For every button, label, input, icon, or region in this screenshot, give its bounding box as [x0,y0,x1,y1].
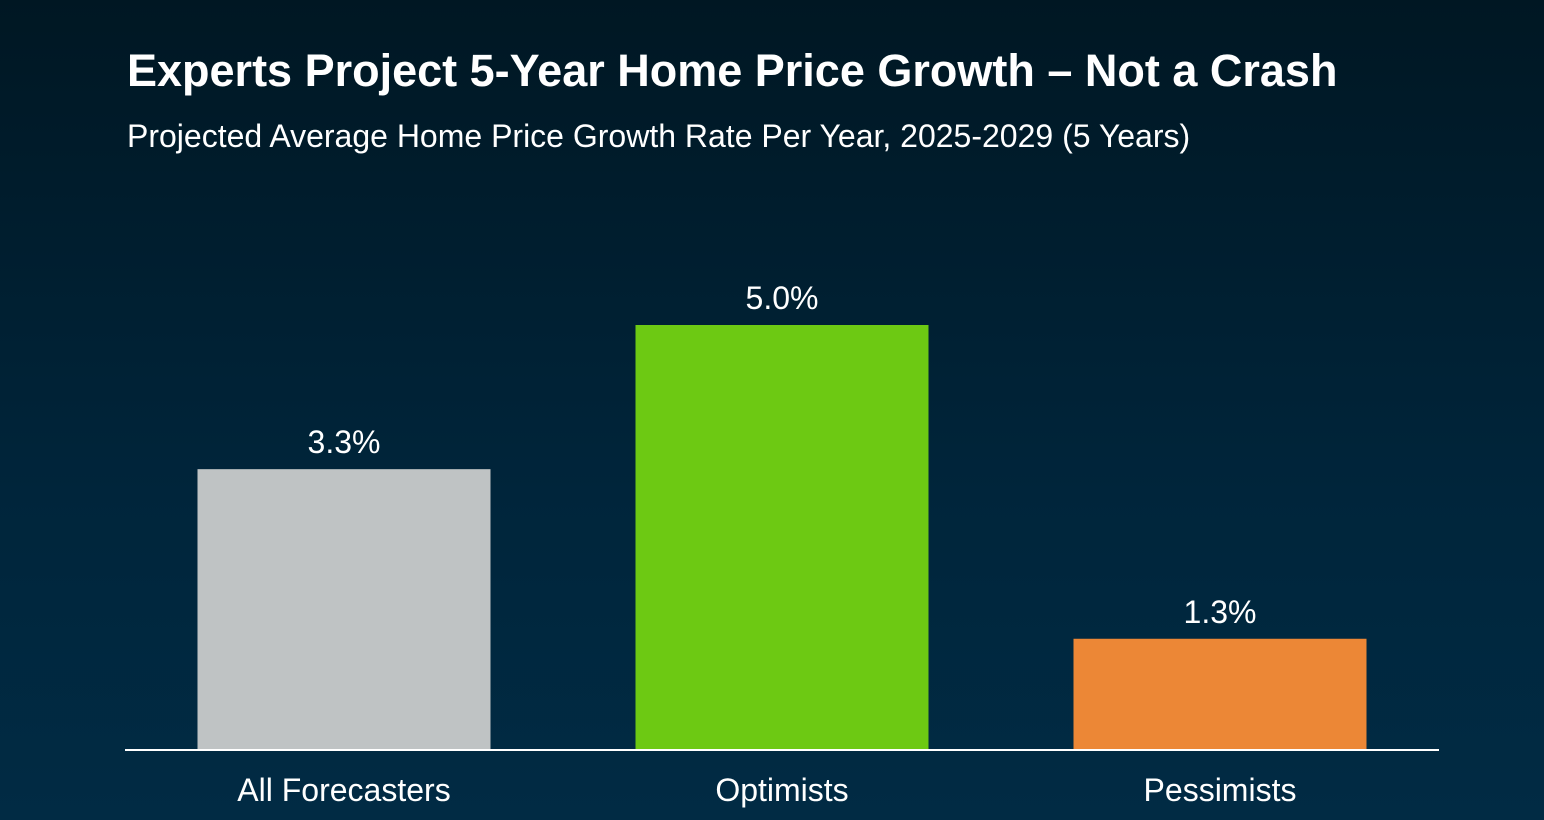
bar-pessimists [1073,638,1367,749]
data-label-optimists: 5.0% [746,280,819,316]
category-label-all-forecasters: All Forecasters [237,772,450,808]
chart-subtitle: Projected Average Home Price Growth Rate… [127,118,1191,154]
chart-title: Experts Project 5-Year Home Price Growth… [127,45,1338,96]
bar-all-forecasters [197,469,491,749]
category-label-optimists: Optimists [715,772,848,808]
category-label-pessimists: Pessimists [1144,772,1297,808]
data-label-pessimists: 1.3% [1184,594,1257,630]
data-label-all-forecasters: 3.3% [308,424,381,460]
bar-optimists [635,325,929,749]
